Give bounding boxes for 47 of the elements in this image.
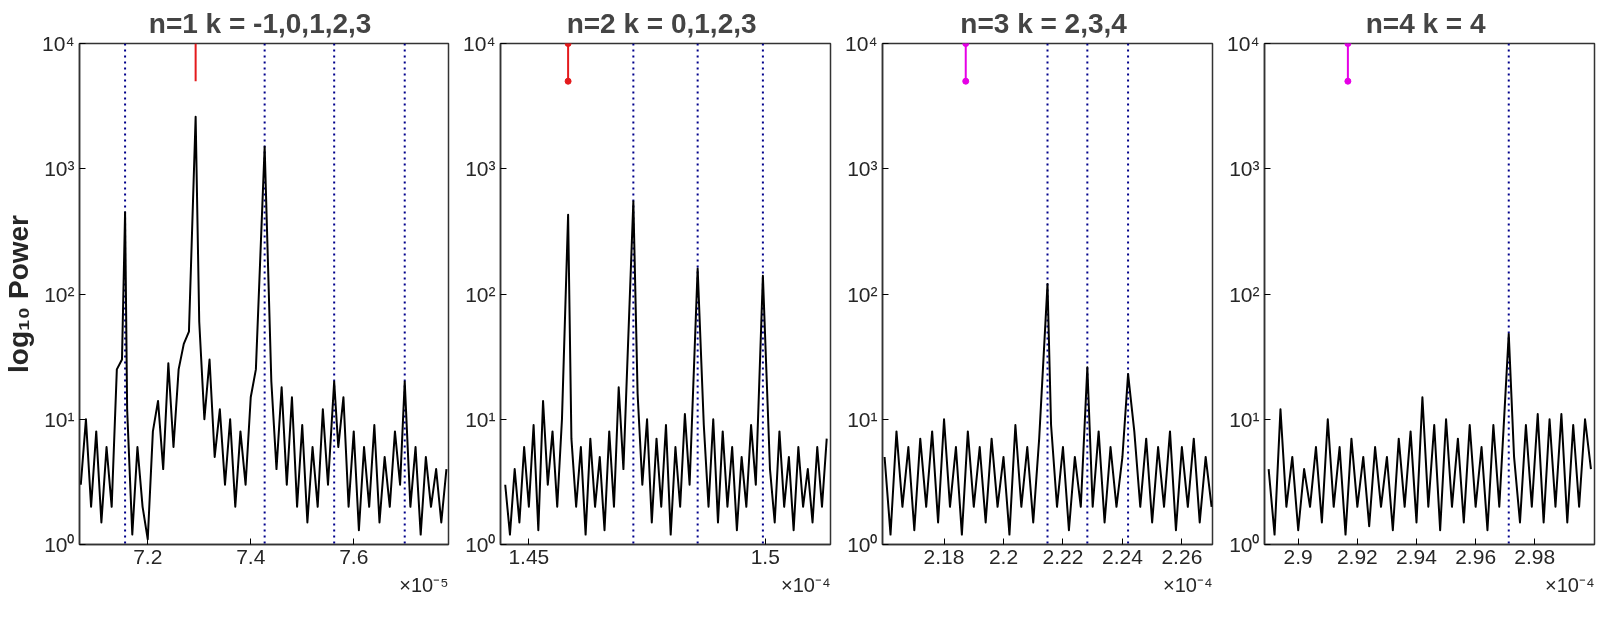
chart-title: n=2 k = 0,1,2,3 — [566, 7, 757, 39]
y-tick-label: 10¹ — [465, 407, 496, 431]
x-tick-label: 2.96 — [1455, 544, 1497, 568]
y-tick-label: 10⁴ — [845, 32, 878, 55]
text: ×10⁻⁵ — [399, 573, 449, 596]
text: ×10⁻⁴ — [780, 573, 831, 596]
y-tick-label: 10³ — [44, 157, 75, 181]
y-tick-label: 10⁴ — [463, 32, 496, 55]
x-tick-label: 2.26 — [1161, 544, 1203, 568]
y-tick-label: 10¹ — [847, 407, 878, 431]
y-tick-label: 10¹ — [44, 407, 75, 431]
chart-title: n=3 k = 2,3,4 — [960, 7, 1128, 39]
y-tick-label: 10⁰ — [1229, 533, 1260, 556]
x-tick-label: 2.24 — [1101, 544, 1144, 568]
x-tick-label: 2.2 — [988, 544, 1019, 568]
y-tick-label: 10² — [847, 282, 878, 306]
x-tick-label: 7.6 — [339, 544, 369, 568]
y-tick-label: 10⁴ — [42, 32, 75, 55]
y-tick-label: 10⁰ — [44, 533, 75, 556]
y-tick-label: 10⁰ — [847, 533, 878, 556]
x-tick-label: 2.22 — [1042, 544, 1084, 568]
y-axis-title: log₁₀ Power — [3, 214, 35, 373]
text: ×10⁻⁴ — [1162, 573, 1213, 596]
y-tick-label: 10² — [44, 282, 75, 306]
chart-title: n=1 k = -1,0,1,2,3 — [148, 7, 372, 39]
x-tick-label: 7.2 — [133, 544, 163, 568]
y-tick-label: 10¹ — [1229, 407, 1260, 431]
x-tick-label: 7.4 — [236, 544, 266, 568]
y-tick-label: 10² — [465, 282, 496, 306]
x-tick-label: 2.98 — [1514, 544, 1556, 568]
x-tick-label: 2.9 — [1283, 544, 1313, 568]
y-tick-label: 10³ — [1229, 157, 1260, 181]
x-tick-label: 2.18 — [923, 544, 965, 568]
x-tick-label: 1.5 — [750, 544, 780, 568]
y-tick-label: 10³ — [465, 157, 496, 181]
y-tick-label: 10² — [1229, 282, 1260, 306]
x-tick-label: 2.92 — [1336, 544, 1378, 568]
y-tick-label: 10⁴ — [1227, 32, 1260, 55]
y-tick-label: 10³ — [847, 157, 878, 181]
chart-title: n=4 k = 4 — [1365, 7, 1486, 39]
y-tick-label: 10⁰ — [465, 533, 496, 556]
x-tick-label: 2.94 — [1396, 544, 1438, 568]
line-series — [883, 283, 1213, 536]
line-series — [1267, 332, 1592, 536]
line-series — [504, 200, 828, 536]
text: ×10⁻⁴ — [1544, 573, 1595, 596]
x-tick-label: 1.45 — [508, 544, 550, 568]
